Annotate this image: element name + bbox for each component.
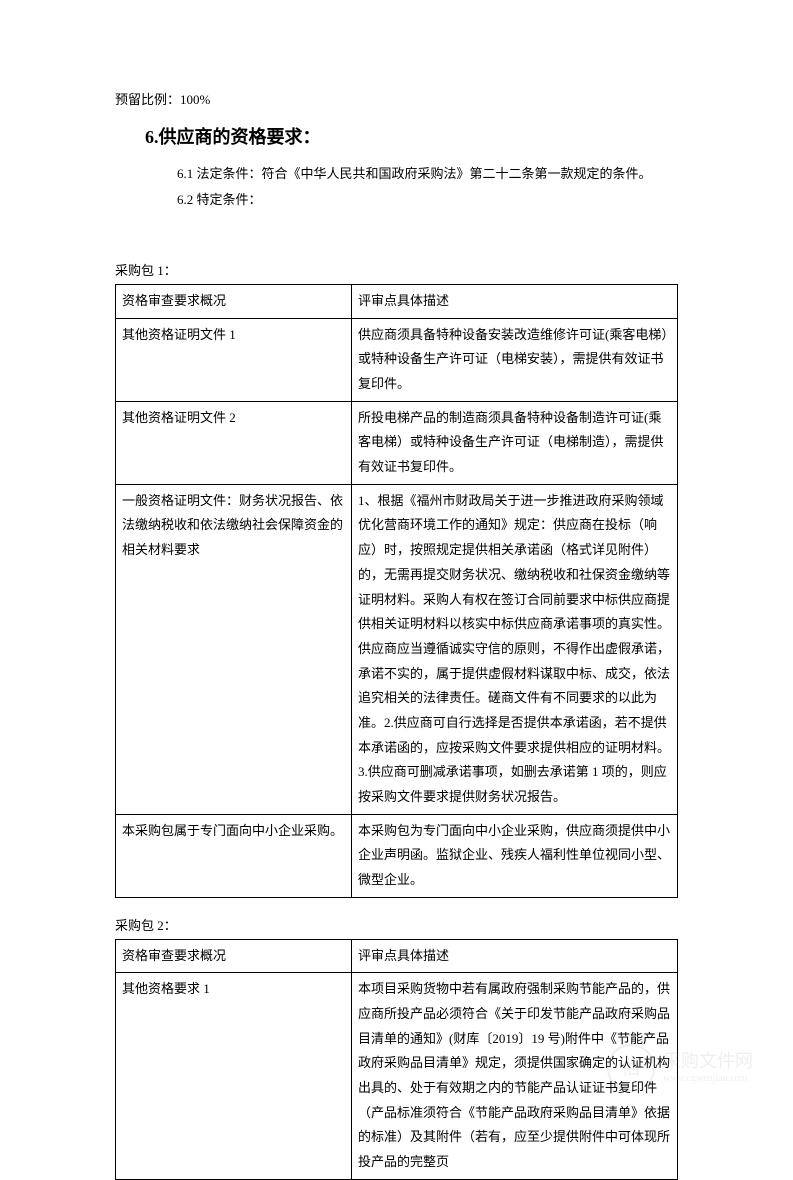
header-left: 资格审查要求概况: [116, 939, 352, 973]
table-row: 本采购包属于专门面向中小企业采购。 本采购包为专门面向中小企业采购，供应商须提供…: [116, 814, 678, 897]
cell-right: 所投电梯产品的制造商须具备特种设备制造许可证(乘客电梯）或特种设备生产许可证（电…: [352, 401, 678, 484]
watermark-icon: 佰: [607, 1044, 655, 1092]
table-row: 一般资格证明文件：财务状况报告、依法缴纳税收和依法缴纳社会保障资金的相关材料要求…: [116, 484, 678, 814]
package2-label: 采购包 2：: [115, 916, 678, 937]
table-row: 其他资格证明文件 2 所投电梯产品的制造商须具备特种设备制造许可证(乘客电梯）或…: [116, 401, 678, 484]
cell-left: 其他资格证明文件 1: [116, 318, 352, 401]
cell-right: 1、根据《福州市财政局关于进一步推进政府采购领域优化营商环境工作的通知》规定：供…: [352, 484, 678, 814]
cell-left: 其他资格要求 1: [116, 973, 352, 1180]
watermark-text: 采购文件网 www.cgwenjian.com: [663, 1051, 753, 1085]
cell-right: 供应商须具备特种设备安装改造维修许可证(乘客电梯）或特种设备生产许可证（电梯安装…: [352, 318, 678, 401]
header-left: 资格审查要求概况: [116, 284, 352, 318]
section-heading: 6.供应商的资格要求：: [145, 123, 678, 152]
table-row: 其他资格证明文件 1 供应商须具备特种设备安装改造维修许可证(乘客电梯）或特种设…: [116, 318, 678, 401]
cell-left: 一般资格证明文件：财务状况报告、依法缴纳税收和依法缴纳社会保障资金的相关材料要求: [116, 484, 352, 814]
cell-right: 本采购包为专门面向中小企业采购，供应商须提供中小企业声明函。监狱企业、残疾人福利…: [352, 814, 678, 897]
table-header-row: 资格审查要求概况 评审点具体描述: [116, 284, 678, 318]
cell-left: 其他资格证明文件 2: [116, 401, 352, 484]
header-right: 评审点具体描述: [352, 939, 678, 973]
watermark: 佰 采购文件网 www.cgwenjian.com: [607, 1044, 753, 1092]
package1-label: 采购包 1：: [115, 261, 678, 282]
watermark-text-url: www.cgwenjian.com: [663, 1073, 753, 1085]
table-header-row: 资格审查要求概况 评审点具体描述: [116, 939, 678, 973]
table-row: 其他资格要求 1 本项目采购货物中若有属政府强制采购节能产品的，供应商所投产品必…: [116, 973, 678, 1180]
statutory-condition: 6.1 法定条件：符合《中华人民共和国政府采购法》第二十二条第一款规定的条件。: [177, 164, 678, 185]
cell-left: 本采购包属于专门面向中小企业采购。: [116, 814, 352, 897]
header-right: 评审点具体描述: [352, 284, 678, 318]
reserve-ratio-text: 预留比例：100%: [115, 90, 678, 111]
package1-table: 资格审查要求概况 评审点具体描述 其他资格证明文件 1 供应商须具备特种设备安装…: [115, 284, 678, 898]
specific-condition: 6.2 特定条件：: [177, 190, 678, 211]
package2-table: 资格审查要求概况 评审点具体描述 其他资格要求 1 本项目采购货物中若有属政府强…: [115, 939, 678, 1180]
watermark-text-main: 采购文件网: [663, 1051, 753, 1073]
